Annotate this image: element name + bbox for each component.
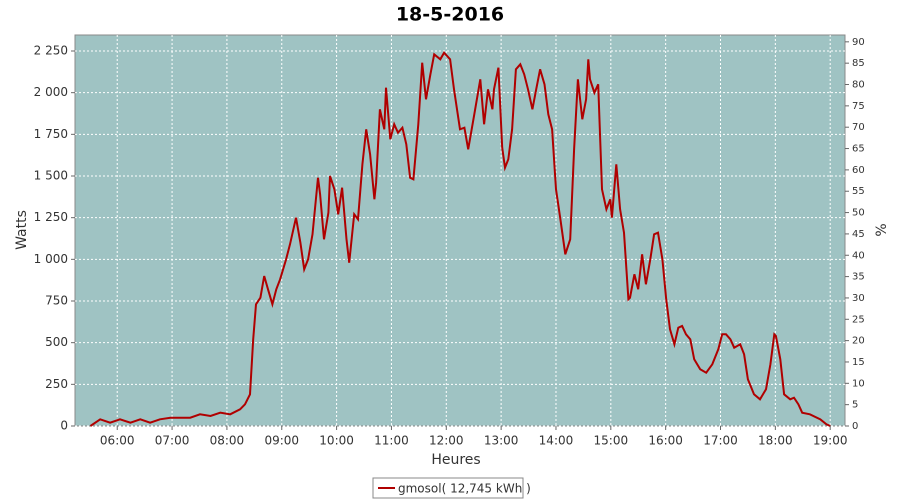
legend-box xyxy=(372,477,524,499)
plot-area xyxy=(74,34,846,427)
y2-tick-label: 40 xyxy=(852,250,865,261)
x-tick-label: 12:00 xyxy=(429,434,464,448)
y2-tick-label: 10 xyxy=(852,378,865,389)
y2-tick-label: 15 xyxy=(852,357,865,368)
x-tick-label: 13:00 xyxy=(484,434,519,448)
x-tick-label: 18:00 xyxy=(758,434,793,448)
y2-tick-label: 45 xyxy=(852,229,865,240)
legend-label: gmosol( 12,745 kWh ) xyxy=(398,482,531,496)
y-tick-label: 250 xyxy=(45,377,68,391)
y2-tick-label: 55 xyxy=(852,186,865,197)
y2-tick-label: 25 xyxy=(852,314,865,325)
y2-tick-label: 20 xyxy=(852,336,865,347)
y-tick-label: 750 xyxy=(45,294,68,308)
y-tick-label: 500 xyxy=(45,335,68,349)
y2-tick-label: 30 xyxy=(852,293,865,304)
x-tick-label: 14:00 xyxy=(539,434,574,448)
x-tick-label: 17:00 xyxy=(703,434,738,448)
x-tick-label: 16:00 xyxy=(648,434,683,448)
y-tick-label: 0 xyxy=(60,419,68,433)
x-tick-label: 19:00 xyxy=(813,434,848,448)
y-tick-label: 1 750 xyxy=(34,127,68,141)
x-tick-label: 06:00 xyxy=(100,434,135,448)
x-tick-label: 08:00 xyxy=(210,434,245,448)
y2-tick-label: 75 xyxy=(852,101,865,112)
y2-tick-label: 85 xyxy=(852,58,865,69)
y2-tick-label: 50 xyxy=(852,208,865,219)
x-tick-label: 15:00 xyxy=(594,434,629,448)
y-tick-label: 1 250 xyxy=(34,210,68,224)
y2-tick-label: 5 xyxy=(852,400,858,411)
y-tick-label: 1 500 xyxy=(34,169,68,183)
y-tick-label: 2 000 xyxy=(34,85,68,99)
x-tick-label: 10:00 xyxy=(319,434,354,448)
x-axis-title: Heures xyxy=(431,452,480,468)
y-tick-label: 1 000 xyxy=(34,252,68,266)
y2-tick-label: 0 xyxy=(852,421,858,432)
chart-title: 18-5-2016 xyxy=(396,4,504,26)
y2-tick-label: 35 xyxy=(852,272,865,283)
x-tick-label: 11:00 xyxy=(374,434,409,448)
y2-tick-label: 60 xyxy=(852,165,865,176)
y2-tick-label: 90 xyxy=(852,37,865,48)
x-tick-label: 09:00 xyxy=(264,434,299,448)
data-line xyxy=(89,51,831,427)
x-tick-label: 07:00 xyxy=(155,434,190,448)
y2-axis-title: % xyxy=(874,223,890,236)
y-axis-title: Watts xyxy=(14,210,30,250)
y2-tick-label: 80 xyxy=(852,80,865,91)
y-tick-label: 2 250 xyxy=(34,44,68,58)
y2-tick-label: 70 xyxy=(852,122,865,133)
y2-tick-label: 65 xyxy=(852,144,865,155)
